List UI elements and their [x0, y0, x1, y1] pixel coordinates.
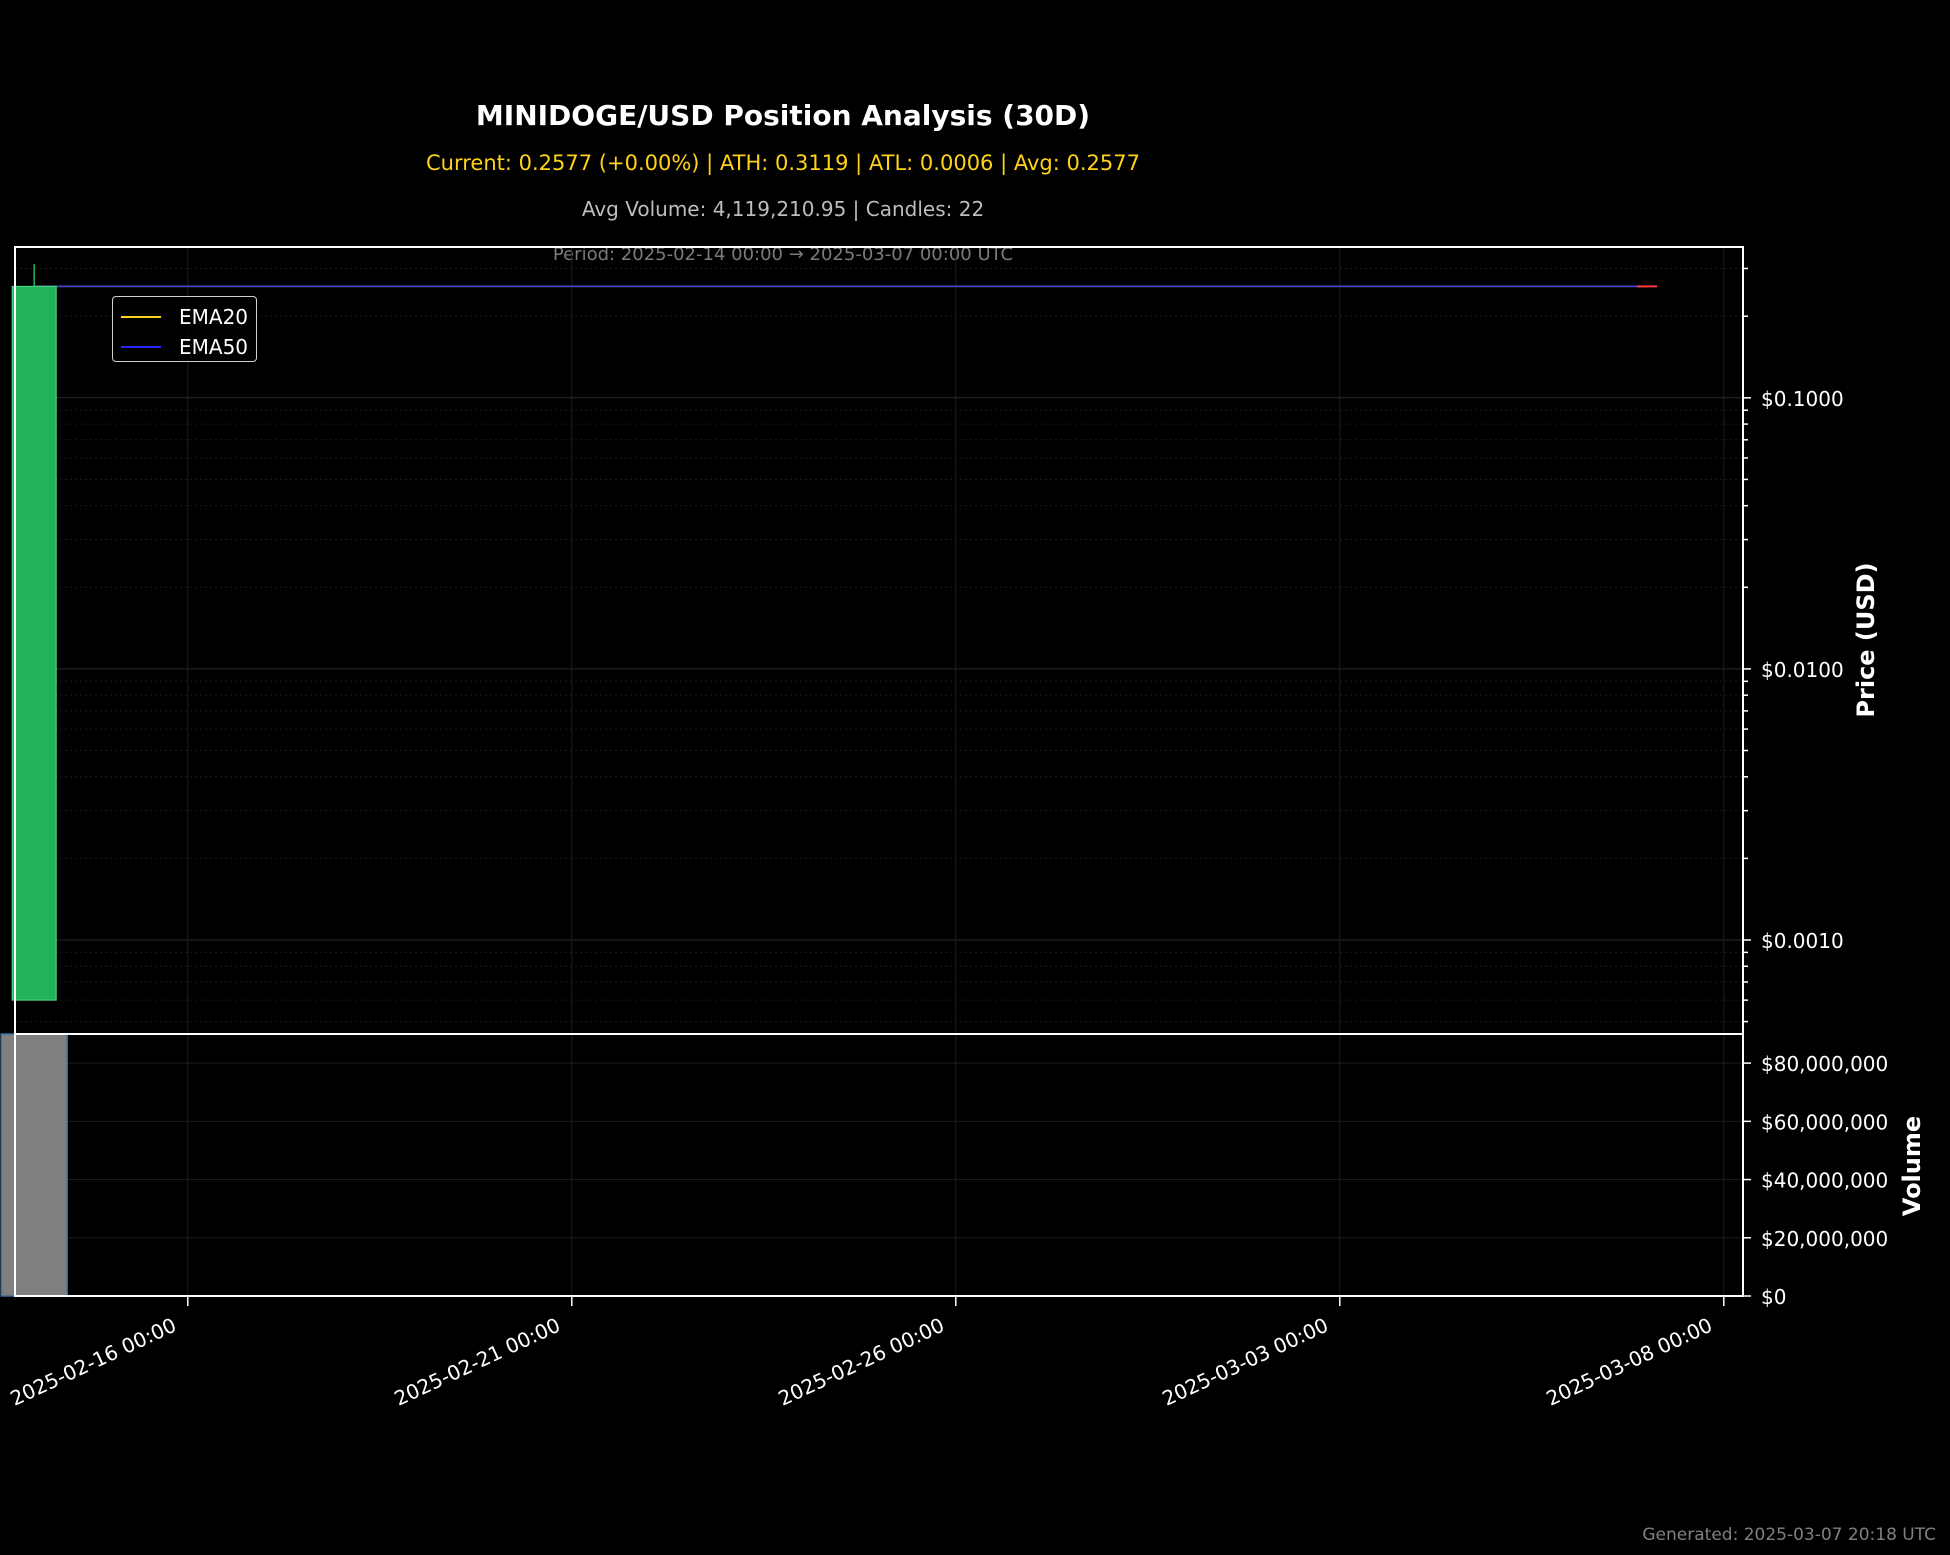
x-tick-label: 2025-03-08 00:00 — [1542, 1313, 1715, 1411]
x-tick-label: 2025-02-21 00:00 — [390, 1313, 563, 1411]
legend-label-ema50: EMA50 — [179, 335, 249, 359]
volume-subtitle: Avg Volume: 4,119,210.95 | Candles: 22 — [581, 197, 985, 221]
price-axis-label: Price (USD) — [1852, 562, 1880, 717]
generated-timestamp: Generated: 2025-03-07 20:18 UTC — [1642, 1525, 1936, 1545]
legend-swatch-ema20 — [121, 316, 161, 318]
volume-panel-frame — [14, 1033, 1744, 1297]
chart-title: MINIDOGE/USD Position Analysis (30D) — [475, 99, 1091, 132]
candle-body — [11, 285, 57, 1001]
period-subtitle: Period: 2025-02-14 00:00 → 2025-03-07 00… — [552, 244, 1014, 265]
volume-tick-label: $60,000,000 — [1761, 1110, 1888, 1134]
x-tick-label: 2025-02-16 00:00 — [6, 1313, 179, 1411]
x-tick-label: 2025-02-26 00:00 — [774, 1313, 947, 1411]
x-tick-label: 2025-03-03 00:00 — [1158, 1313, 1331, 1411]
legend-item-ema50: EMA50 — [121, 335, 248, 359]
price-tick-label: $0.0100 — [1761, 658, 1844, 682]
volume-axis-label: Volume — [1898, 1116, 1926, 1216]
volume-tick-label: $0 — [1761, 1285, 1786, 1309]
legend-swatch-ema50 — [121, 346, 161, 348]
legend-label-ema20: EMA20 — [179, 305, 249, 329]
stats-subtitle: Current: 0.2577 (+0.00%) | ATH: 0.3119 |… — [426, 151, 1140, 175]
price-tick-label: $0.0010 — [1761, 929, 1844, 953]
volume-tick-label: $20,000,000 — [1761, 1227, 1888, 1251]
price-tick-label: $0.1000 — [1761, 387, 1844, 411]
volume-tick-label: $40,000,000 — [1761, 1169, 1888, 1193]
volume-bar — [0, 1033, 68, 1297]
legend-item-ema20: EMA20 — [121, 305, 248, 329]
price-panel-frame — [14, 246, 1744, 1035]
volume-tick-label: $80,000,000 — [1761, 1052, 1888, 1076]
legend: EMA20 EMA50 — [112, 296, 257, 362]
